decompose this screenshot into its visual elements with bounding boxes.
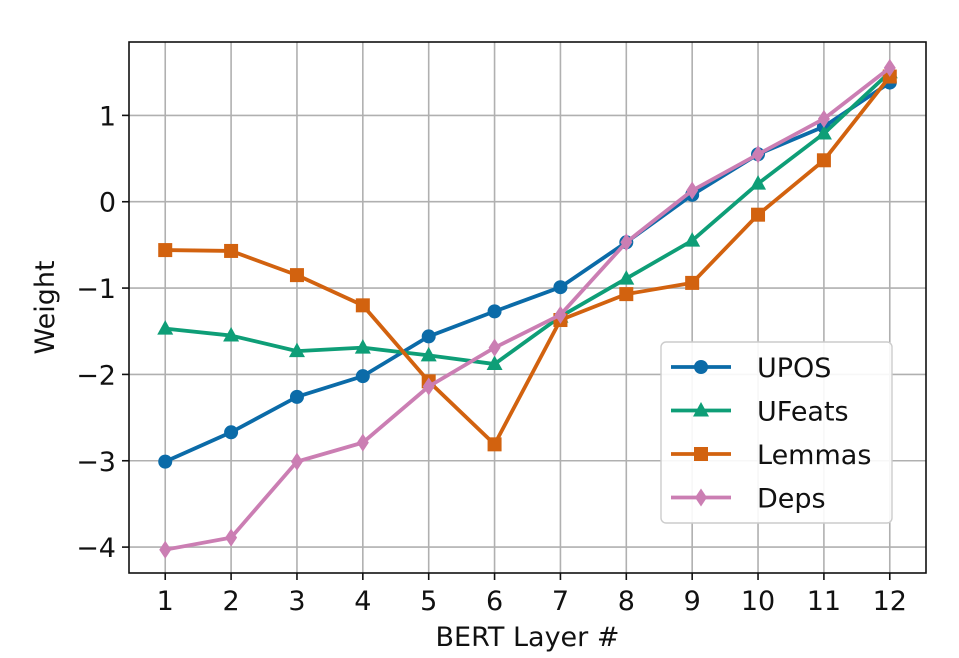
- x-axis-label: BERT Layer #: [436, 622, 620, 653]
- data-point-lemmas: [224, 243, 239, 258]
- data-point-deps: [686, 181, 699, 200]
- data-point-deps: [159, 540, 172, 559]
- data-point-ufeats: [750, 175, 767, 190]
- x-tick-label: 7: [552, 586, 569, 617]
- x-tick-label: 9: [684, 586, 701, 617]
- x-tick-label: 10: [741, 586, 775, 617]
- series-ufeats: [157, 63, 898, 371]
- data-point-lemmas: [685, 275, 700, 290]
- x-tick-label: 5: [420, 586, 437, 617]
- data-point-lemmas: [816, 153, 831, 168]
- x-tick-label: 6: [486, 586, 503, 617]
- data-point-upos: [158, 454, 173, 469]
- data-point-deps: [225, 528, 238, 547]
- data-point-ufeats: [157, 320, 174, 335]
- data-point-deps: [356, 433, 369, 452]
- series-layer: [157, 58, 898, 559]
- data-point-upos: [224, 425, 239, 440]
- y-axis-label: Weight: [30, 260, 61, 354]
- data-point-upos: [553, 280, 568, 295]
- x-tick-label: 1: [157, 586, 174, 617]
- x-tick-label: 8: [618, 586, 635, 617]
- legend-label-lemmas: Lemmas: [757, 440, 871, 471]
- data-point-upos: [289, 389, 304, 404]
- data-point-deps: [422, 377, 435, 396]
- legend-marker-ufeats: [693, 402, 709, 417]
- data-point-ufeats: [288, 342, 305, 358]
- data-point-ufeats: [354, 339, 371, 354]
- plot-frame: [128, 41, 927, 574]
- legend-marker-upos: [694, 360, 708, 374]
- data-point-ufeats: [684, 232, 701, 247]
- legend-label-upos: UPOS: [757, 353, 831, 384]
- data-point-lemmas: [289, 268, 304, 283]
- data-point-upos: [421, 329, 436, 344]
- data-point-ufeats: [420, 346, 437, 362]
- x-tick-label: 11: [807, 586, 841, 617]
- x-tick-label: 12: [873, 586, 907, 617]
- series-line-lemmas: [163, 74, 892, 447]
- data-point-deps: [554, 305, 567, 324]
- legend-marker-deps: [695, 488, 707, 507]
- legend: UPOS UFeats Lemmas Deps: [660, 341, 893, 524]
- data-point-deps: [883, 58, 896, 77]
- y-tick-label: 0: [99, 188, 116, 219]
- data-point-lemmas: [158, 243, 173, 258]
- y-tick-label: −4: [76, 533, 116, 564]
- data-point-ufeats: [223, 327, 240, 342]
- legend-label-ufeats: UFeats: [757, 397, 849, 428]
- series-line-deps: [163, 66, 892, 552]
- data-point-ufeats: [618, 270, 635, 285]
- legend-label-deps: Deps: [757, 484, 826, 515]
- data-point-deps: [752, 145, 765, 164]
- data-point-lemmas: [619, 287, 634, 302]
- x-tick-label: 2: [223, 586, 240, 617]
- y-tick-label: −1: [76, 274, 116, 305]
- series-deps: [159, 58, 896, 559]
- data-point-lemmas: [355, 298, 370, 313]
- y-tick-label: 1: [99, 101, 116, 132]
- data-point-ufeats: [486, 355, 503, 371]
- legend-box: [660, 341, 893, 524]
- x-tick-label: 4: [354, 586, 371, 617]
- data-point-upos: [355, 369, 370, 384]
- y-tick-label: −3: [76, 447, 116, 478]
- data-point-upos: [487, 304, 502, 319]
- data-point-ufeats: [815, 125, 832, 140]
- data-point-deps: [488, 338, 501, 357]
- data-point-lemmas: [751, 207, 766, 222]
- legend-marker-lemmas: [694, 447, 708, 461]
- data-point-deps: [620, 233, 633, 252]
- data-point-deps: [290, 452, 303, 471]
- x-tick-label: 3: [288, 586, 305, 617]
- y-tick-label: −2: [76, 360, 116, 391]
- series-line-ufeats: [163, 70, 892, 366]
- data-point-deps: [817, 109, 830, 128]
- data-point-lemmas: [487, 437, 502, 452]
